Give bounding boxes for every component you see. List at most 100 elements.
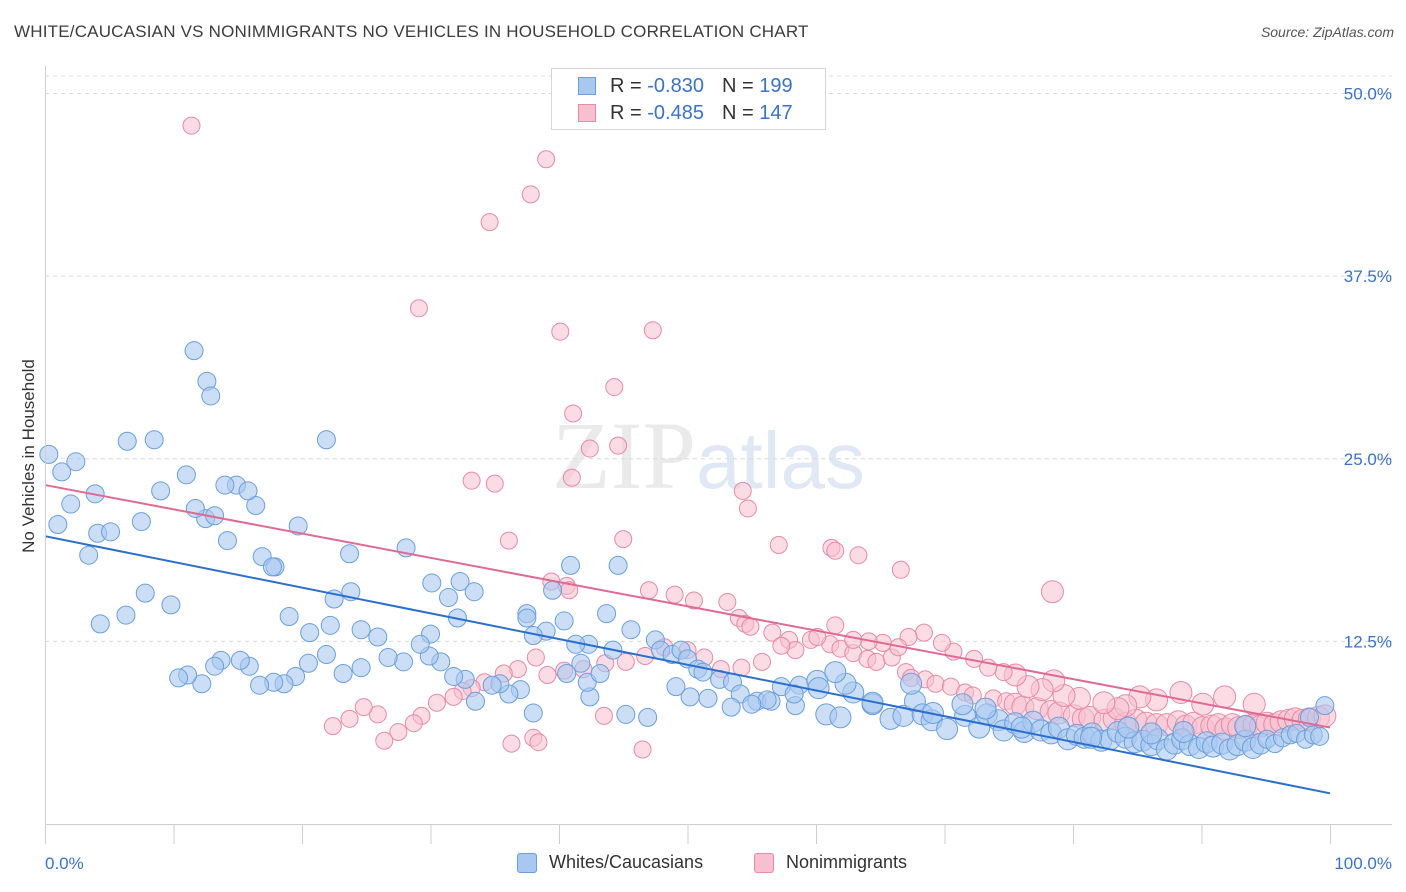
whites-point [351,620,371,640]
whites-point [438,588,458,608]
legend-swatch-whites [578,77,596,95]
whites-trend-line [44,535,1331,795]
whites-point [1310,726,1330,746]
bottom-legend-swatch-nonimmigrants [754,853,774,873]
whites-point [316,645,336,665]
nonimmigrants-point [684,591,703,610]
nonimmigrants-point [605,378,624,397]
whites-point [378,647,398,667]
legend-r-value: -0.485 [647,102,704,124]
whites-point [298,653,318,673]
whites-point [974,697,997,720]
nonimmigrants-point [867,652,886,671]
nonimmigrants-point [564,404,583,423]
whites-point [1079,726,1102,749]
legend-swatch-nonimmigrants [578,104,596,122]
whites-point [829,706,852,729]
nonimmigrants-point [614,530,633,549]
nonimmigrants-point [409,299,428,318]
trend-lines [44,484,1331,795]
nonimmigrants-point [521,185,540,204]
whites-point [543,580,563,600]
chart-title: WHITE/CAUCASIAN VS NONIMMIGRANTS NO VEHI… [14,22,809,41]
nonimmigrants-point [562,468,581,487]
bottom-legend-label-whites: Whites/Caucasians [549,852,704,872]
whites-point [217,531,237,551]
whites-point [742,694,762,714]
legend-n-value: 199 [759,75,793,97]
source-label: Source: ZipAtlas.com [1260,24,1394,40]
nonimmigrants-point [526,648,545,667]
whites-point [117,431,137,451]
y-axis-title: No Vehicles in Household [19,359,38,553]
nonimmigrants-point [772,636,791,655]
whites-point [39,444,59,464]
whites-point [52,462,72,482]
nonimmigrants-point [580,439,599,458]
whites-point [169,668,189,688]
nonimmigrants-point [594,706,613,725]
nonimmigrants-point [502,734,521,753]
legend-r-label: R = [610,75,648,97]
y-tick-label: 25.0% [1344,450,1392,469]
nonimmigrants-point [769,535,788,554]
nonimmigrants-point [718,592,737,611]
nonimmigrants-point [643,321,662,340]
whites-point [1117,716,1140,739]
nonimmigrants-point [826,541,845,560]
whites-point [300,623,320,643]
nonimmigrants-point [826,616,845,635]
whites-point [517,608,537,628]
nonimmigrants-point [914,623,933,642]
nonimmigrants-point [753,652,772,671]
nonimmigrants-point [738,499,757,518]
whites-point [131,512,151,532]
y-tick-label: 12.5% [1344,632,1392,651]
whites-point [410,634,430,654]
whites-point [192,674,212,694]
whites-point [936,718,959,741]
whites-point [368,627,388,647]
whites-point [422,573,442,593]
nonimmigrants-point [499,531,518,550]
grid-layer [45,75,1392,642]
whites-point [1315,696,1335,716]
nonimmigrants-point [323,717,342,736]
nonimmigrants-point [609,436,628,455]
x-tick-label: 0.0% [45,854,84,873]
nonimmigrants-point [538,665,557,684]
whites-point [900,672,923,695]
nonimmigrants-point [485,474,504,493]
nonimmigrants-point [926,674,945,693]
nonimmigrants-point [665,585,684,604]
whites-point [351,658,371,678]
whites-point [464,582,484,602]
bottom-legend-label-nonimmigrants: Nonimmigrants [786,852,908,872]
whites-point [523,703,543,723]
whites-point [201,386,221,406]
nonimmigrants-point [932,633,951,652]
whites-point [288,516,308,536]
nonimmigrants-point [480,213,499,232]
nonimmigrants-point [844,630,863,649]
whites-point [90,614,110,634]
whites-point [450,571,470,591]
whites-point [333,664,353,684]
whites-point [807,677,830,700]
whites-point [316,430,336,450]
x-tick-label: 100.0% [1334,854,1392,873]
axis-layer: 12.5% 25.0% 37.5% 50.0% 0.0% 100.0% No Vehicle… [19,66,1392,873]
whites-point [66,452,86,472]
legend-r-value: -0.830 [647,75,704,97]
legend-n-label: N = [721,75,760,97]
nonimmigrants-point [404,714,423,733]
whites-point [554,611,574,631]
nonimmigrants-point [340,709,359,728]
nonimmigrants-point [1242,692,1266,716]
whites-point [561,555,581,575]
whites-point [161,595,181,615]
whites-point [61,494,81,514]
nonimmigrants-point [427,693,446,712]
whites-point [176,465,196,485]
whites-point [721,697,741,717]
